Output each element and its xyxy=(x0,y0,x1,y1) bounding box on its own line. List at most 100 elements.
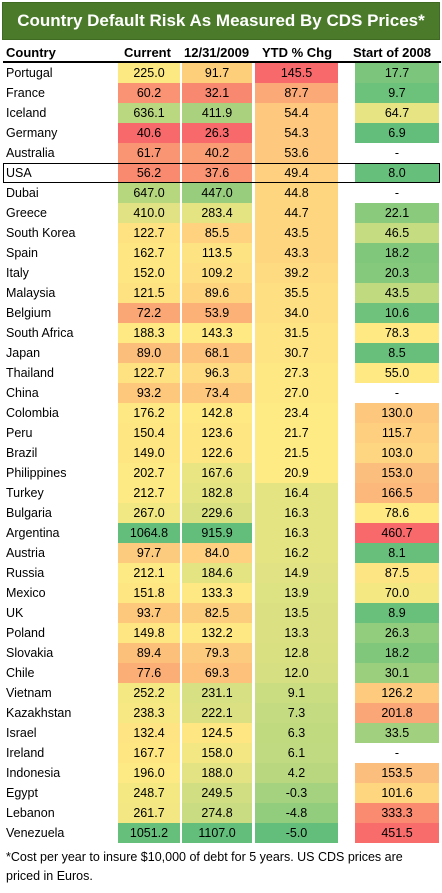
cell-start2008: 46.5 xyxy=(355,223,439,243)
table-row: Kazakhstan 238.3 222.1 7.3 201.8 xyxy=(0,703,442,723)
cell-current: 152.0 xyxy=(118,263,180,283)
cell-country: Japan xyxy=(6,346,41,360)
cell-country: Turkey xyxy=(6,486,44,500)
cell-ytd: -5.0 xyxy=(255,823,338,843)
cell-start2008: 8.1 xyxy=(355,543,439,563)
cell-ytd: 54.3 xyxy=(255,123,338,143)
table-row: Brazil 149.0 122.6 21.5 103.0 xyxy=(0,443,442,463)
cell-dec2009: 133.3 xyxy=(182,583,252,603)
cell-ytd: 20.9 xyxy=(255,463,338,483)
cell-ytd: 6.3 xyxy=(255,723,338,743)
cell-country: Germany xyxy=(6,126,58,140)
cell-start2008: 64.7 xyxy=(355,103,439,123)
cell-current: 151.8 xyxy=(118,583,180,603)
cell-dec2009: 188.0 xyxy=(182,763,252,783)
header-ytd: YTD % Chg xyxy=(262,45,333,60)
footnote: *Cost per year to insure $10,000 of debt… xyxy=(6,850,403,883)
cell-dec2009: 274.8 xyxy=(182,803,252,823)
cell-start2008: 333.3 xyxy=(355,803,439,823)
cell-ytd: 14.9 xyxy=(255,563,338,583)
cell-ytd: -0.3 xyxy=(255,783,338,803)
cell-country: Belgium xyxy=(6,306,52,320)
table-row: Egypt 248.7 249.5 -0.3 101.6 xyxy=(0,783,442,803)
cell-dec2009: 182.8 xyxy=(182,483,252,503)
cell-start2008: 17.7 xyxy=(355,63,439,83)
table-row: Greece 410.0 283.4 44.7 22.1 xyxy=(0,203,442,223)
cell-country: Russia xyxy=(6,566,45,580)
cell-dec2009: 411.9 xyxy=(182,103,252,123)
cell-ytd: -4.8 xyxy=(255,803,338,823)
cell-ytd: 43.3 xyxy=(255,243,338,263)
cell-country: France xyxy=(6,86,45,100)
cell-ytd: 145.5 xyxy=(255,63,338,83)
cell-country: China xyxy=(6,386,39,400)
cell-start2008: 26.3 xyxy=(355,623,439,643)
cell-country: Iceland xyxy=(6,106,47,120)
cell-start2008: 451.5 xyxy=(355,823,439,843)
cell-country: Colombia xyxy=(6,406,59,420)
cell-start2008: 8.0 xyxy=(355,163,439,183)
cell-dec2009: 89.6 xyxy=(182,283,252,303)
cell-dec2009: 132.2 xyxy=(182,623,252,643)
cell-ytd: 9.1 xyxy=(255,683,338,703)
cell-dec2009: 113.5 xyxy=(182,243,252,263)
cell-dec2009: 91.7 xyxy=(182,63,252,83)
cell-country: Peru xyxy=(6,426,33,440)
table-body: Portugal 225.0 91.7 145.5 17.7 France 60.2 32.1… xyxy=(0,63,442,843)
cell-ytd: 21.7 xyxy=(255,423,338,443)
table-row: Poland 149.8 132.2 13.3 26.3 xyxy=(0,623,442,643)
cell-current: 188.3 xyxy=(118,323,180,343)
cell-dec2009: 96.3 xyxy=(182,363,252,383)
header-country: Country xyxy=(6,45,56,60)
table-row: Venezuela 1051.2 1107.0 -5.0 451.5 xyxy=(0,823,442,843)
cell-ytd: 13.3 xyxy=(255,623,338,643)
table-row: Chile 77.6 69.3 12.0 30.1 xyxy=(0,663,442,683)
cell-country: Indonesia xyxy=(6,766,61,780)
table-row: Indonesia 196.0 188.0 4.2 153.5 xyxy=(0,763,442,783)
cell-country: Vietnam xyxy=(6,686,52,700)
cell-country: Bulgaria xyxy=(6,506,52,520)
cell-current: 410.0 xyxy=(118,203,180,223)
cell-start2008: 166.5 xyxy=(355,483,439,503)
cell-ytd: 27.0 xyxy=(255,383,338,403)
cell-start2008: 9.7 xyxy=(355,83,439,103)
cell-current: 56.2 xyxy=(118,163,180,183)
table-row: Slovakia 89.4 79.3 12.8 18.2 xyxy=(0,643,442,663)
cell-current: 122.7 xyxy=(118,363,180,383)
cell-dec2009: 84.0 xyxy=(182,543,252,563)
cell-current: 40.6 xyxy=(118,123,180,143)
cell-start2008: 126.2 xyxy=(355,683,439,703)
cell-start2008: 153.0 xyxy=(355,463,439,483)
cell-ytd: 53.6 xyxy=(255,143,338,163)
cell-dec2009: 249.5 xyxy=(182,783,252,803)
table-row: Bulgaria 267.0 229.6 16.3 78.6 xyxy=(0,503,442,523)
table-row: Philippines 202.7 167.6 20.9 153.0 xyxy=(0,463,442,483)
cell-country: Chile xyxy=(6,666,35,680)
cell-dec2009: 79.3 xyxy=(182,643,252,663)
cell-dec2009: 53.9 xyxy=(182,303,252,323)
cell-current: 121.5 xyxy=(118,283,180,303)
cell-ytd: 87.7 xyxy=(255,83,338,103)
cell-dec2009: 283.4 xyxy=(182,203,252,223)
cell-ytd: 54.4 xyxy=(255,103,338,123)
cell-current: 1051.2 xyxy=(118,823,180,843)
cell-ytd: 6.1 xyxy=(255,743,338,763)
cell-start2008: 6.9 xyxy=(355,123,439,143)
cell-current: 97.7 xyxy=(118,543,180,563)
cell-start2008: 8.9 xyxy=(355,603,439,623)
cell-start2008: 78.3 xyxy=(355,323,439,343)
cell-ytd: 7.3 xyxy=(255,703,338,723)
cell-ytd: 13.9 xyxy=(255,583,338,603)
header-current: Current xyxy=(124,45,171,60)
cell-ytd: 44.7 xyxy=(255,203,338,223)
table-row: Thailand 122.7 96.3 27.3 55.0 xyxy=(0,363,442,383)
cell-ytd: 16.3 xyxy=(255,503,338,523)
cell-dec2009: 143.3 xyxy=(182,323,252,343)
cell-start2008: 103.0 xyxy=(355,443,439,463)
cell-country: Slovakia xyxy=(6,646,54,660)
cell-ytd: 23.4 xyxy=(255,403,338,423)
cell-country: Austria xyxy=(6,546,45,560)
cell-dec2009: 124.5 xyxy=(182,723,252,743)
cell-ytd: 31.5 xyxy=(255,323,338,343)
cell-current: 149.0 xyxy=(118,443,180,463)
